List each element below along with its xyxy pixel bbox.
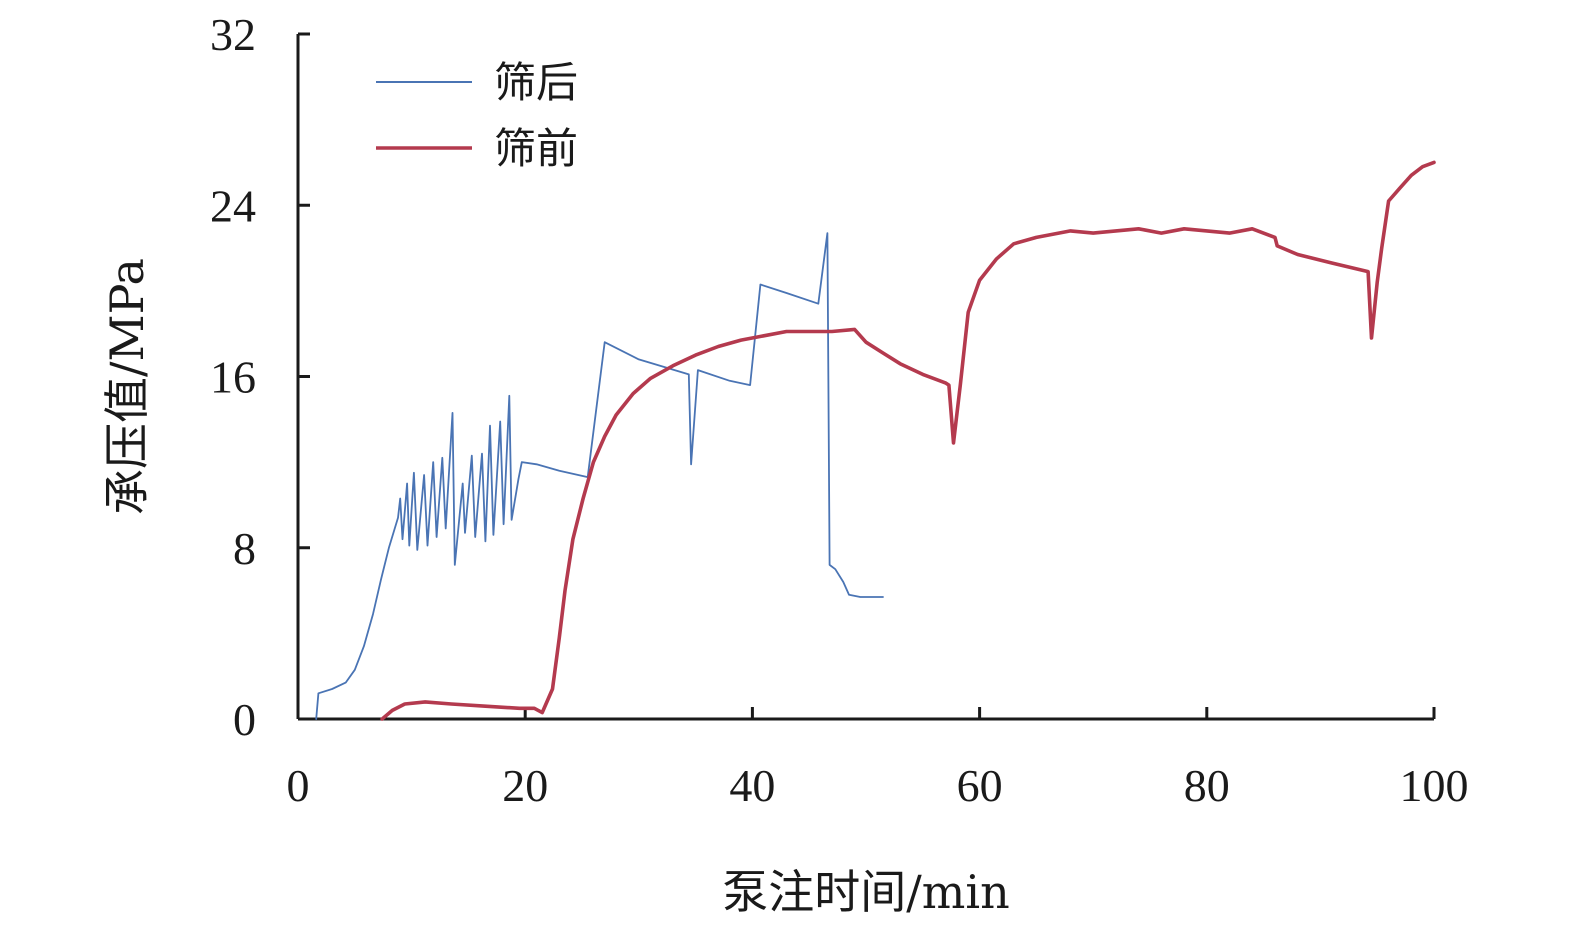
series-line-2: [380, 160, 1436, 721]
x-tick-label: 40: [729, 760, 775, 811]
y-axis-title: 承压值/MPa: [100, 258, 154, 515]
series-line-1: [315, 232, 884, 720]
legend-label-1: 筛后: [494, 58, 578, 107]
x-axis-title: 泵注时间/min: [722, 865, 1009, 919]
y-ticks: 0 8 16 24 32: [210, 9, 310, 745]
legend-label-2: 筛前: [494, 124, 578, 173]
x-tick-label: 60: [957, 760, 1003, 811]
series-layer: [315, 160, 1436, 721]
y-tick-label: 32: [210, 9, 256, 60]
x-tick-label: 20: [502, 760, 548, 811]
x-tick-label: 0: [287, 760, 310, 811]
y-tick-label: 24: [210, 180, 256, 231]
y-tick-label: 0: [233, 694, 256, 745]
x-tick-label: 80: [1184, 760, 1230, 811]
x-tick-label: 100: [1400, 760, 1469, 811]
axes: [296, 34, 1434, 721]
y-tick-label: 16: [210, 352, 256, 403]
y-tick-label: 8: [233, 523, 256, 574]
x-ticks: 0 20 40 60 80 100: [287, 707, 1469, 811]
